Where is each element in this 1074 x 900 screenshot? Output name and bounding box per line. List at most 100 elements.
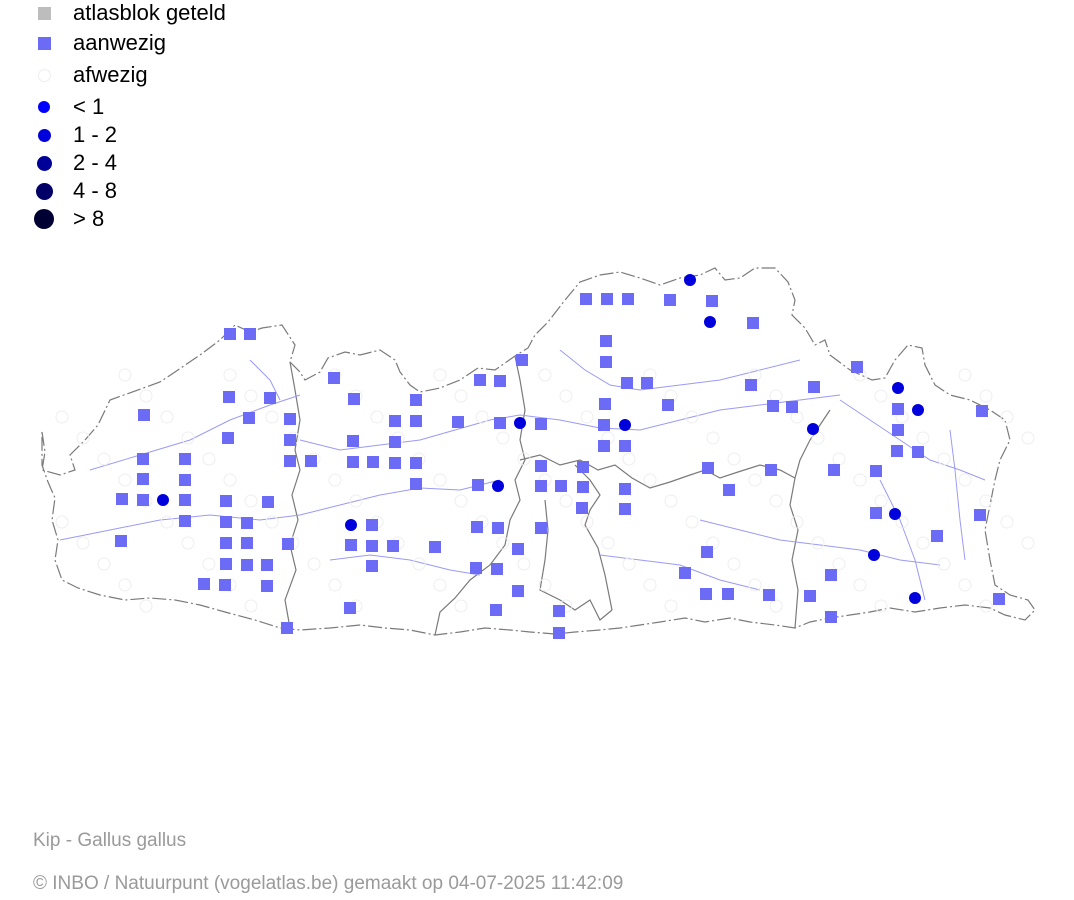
present-marker	[490, 604, 502, 616]
absent-marker	[244, 389, 258, 403]
present-marker	[619, 440, 631, 452]
present-markers	[115, 293, 1005, 639]
absent-marker	[118, 578, 132, 592]
present-marker	[679, 567, 691, 579]
present-marker	[410, 394, 422, 406]
present-marker	[367, 456, 379, 468]
absent-marker	[748, 473, 762, 487]
present-marker	[284, 455, 296, 467]
present-marker	[747, 317, 759, 329]
present-marker	[347, 435, 359, 447]
present-marker	[366, 540, 378, 552]
present-marker	[512, 585, 524, 597]
legend-item-4-8: 4 - 8	[32, 178, 117, 204]
absent-marker	[496, 431, 510, 445]
absent-marker	[454, 494, 468, 508]
present-marker	[786, 401, 798, 413]
absent-marker	[937, 557, 951, 571]
present-marker	[600, 335, 612, 347]
absent-marker	[160, 410, 174, 424]
present-marker	[219, 579, 231, 591]
present-marker	[702, 462, 714, 474]
present-marker	[241, 537, 253, 549]
present-marker	[892, 403, 904, 415]
present-marker	[389, 457, 401, 469]
absent-marker	[580, 515, 594, 529]
absent-marker	[97, 452, 111, 466]
present-marker	[410, 457, 422, 469]
absent-marker	[601, 536, 615, 550]
species-caption: Kip - Gallus gallus	[33, 830, 187, 851]
density-marker	[704, 316, 716, 328]
absent-marker	[1000, 515, 1014, 529]
present-marker	[804, 590, 816, 602]
present-marker	[389, 415, 401, 427]
present-marker	[492, 522, 504, 534]
absent-marker	[475, 410, 489, 424]
legend-label: 1 - 2	[73, 122, 118, 147]
legend-item-1-2: 1 - 2	[32, 122, 117, 148]
present-marker	[328, 372, 340, 384]
present-marker	[220, 516, 232, 528]
dot-icon	[36, 155, 52, 171]
absent-marker	[244, 599, 258, 613]
present-marker	[851, 361, 863, 373]
present-marker	[491, 563, 503, 575]
present-marker	[494, 417, 506, 429]
present-marker	[262, 496, 274, 508]
present-marker	[553, 605, 565, 617]
present-marker	[179, 453, 191, 465]
present-marker	[825, 611, 837, 623]
absent-marker	[118, 368, 132, 382]
present-marker	[598, 419, 610, 431]
density-marker	[619, 419, 631, 431]
open-circle-icon	[37, 68, 51, 82]
present-marker	[116, 493, 128, 505]
present-marker	[410, 478, 422, 490]
present-marker	[366, 560, 378, 572]
present-marker	[555, 480, 567, 492]
density-marker	[909, 592, 921, 604]
density-marker	[514, 417, 526, 429]
present-marker	[284, 434, 296, 446]
present-marker	[577, 461, 589, 473]
absent-marker	[265, 515, 279, 529]
present-marker	[745, 379, 757, 391]
absent-marker	[328, 473, 342, 487]
dot-icon	[37, 128, 51, 142]
present-marker	[701, 546, 713, 558]
absent-marker	[664, 494, 678, 508]
legend-item-absent: afwezig	[32, 62, 148, 88]
absent-marker	[580, 410, 594, 424]
present-marker	[387, 540, 399, 552]
present-marker	[494, 375, 506, 387]
present-marker	[662, 399, 674, 411]
absent-marker	[433, 578, 447, 592]
density-marker	[807, 423, 819, 435]
absent-marker	[643, 473, 657, 487]
present-marker	[763, 589, 775, 601]
absent-marker	[160, 515, 174, 529]
present-marker	[619, 483, 631, 495]
absent-marker	[559, 389, 573, 403]
absent-marker	[97, 557, 111, 571]
present-marker	[347, 456, 359, 468]
province-border	[574, 464, 613, 611]
absent-marker	[265, 410, 279, 424]
absent-marker	[832, 557, 846, 571]
legend-label: atlasblok geteld	[73, 0, 226, 25]
absent-marker	[916, 536, 930, 550]
credit-line: © INBO / Natuurpunt (vogelatlas.be) gema…	[33, 873, 624, 894]
absent-marker	[979, 389, 993, 403]
present-marker	[577, 481, 589, 493]
province-border	[789, 477, 799, 629]
absent-marker	[895, 515, 909, 529]
present-marker	[765, 464, 777, 476]
absent-marker	[433, 473, 447, 487]
present-marker	[344, 602, 356, 614]
absent-marker	[874, 494, 888, 508]
present-marker	[891, 445, 903, 457]
present-marker	[284, 413, 296, 425]
present-marker	[470, 562, 482, 574]
present-marker	[912, 446, 924, 458]
